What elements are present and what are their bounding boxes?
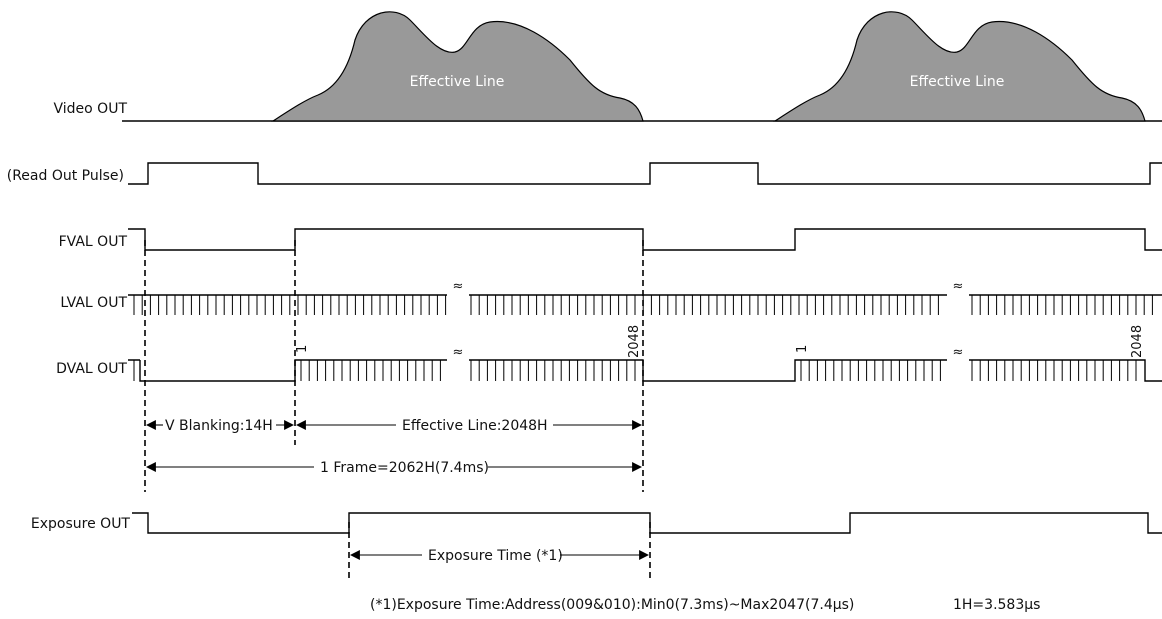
exposure-out-label: Exposure OUT [31, 516, 131, 532]
fval-out-label: FVAL OUT [59, 234, 128, 250]
line-first-marker-1: 1 [295, 345, 310, 353]
effective-line-annotation: Effective Line:2048H [402, 418, 548, 434]
lval-break-symbol-1: ≈ [453, 279, 464, 294]
dval-out-wave [128, 359, 1162, 382]
dval-segment [969, 359, 1162, 382]
dval-out-label: DVAL OUT [56, 361, 127, 377]
line-last-marker-1: 2048 [627, 325, 642, 358]
exposure-time-annotation: Exposure Time (*1) [428, 548, 563, 564]
video-out-label: Video OUT [54, 101, 128, 117]
exposure-out-wave [132, 512, 1162, 534]
video-hump-label-1: Effective Line [410, 74, 505, 90]
video-hump-2 [772, 11, 1146, 122]
dval-break-symbol-2: ≈ [953, 345, 964, 360]
video-hump-1 [270, 11, 644, 122]
lval-out-label: LVAL OUT [60, 295, 127, 311]
read-out-pulse-wave [128, 162, 1162, 185]
exposure-footnote: (*1)Exposure Time:Address(009&010):Min0(… [370, 597, 854, 613]
line-last-marker-2: 2048 [1130, 325, 1145, 358]
h-definition: 1H=3.583μs [953, 597, 1040, 613]
line-first-marker-2: 1 [795, 345, 810, 353]
dval-break-symbol-1: ≈ [453, 345, 464, 360]
frame-annotation: 1 Frame=2062H(7.4ms) [320, 460, 489, 476]
lval-out-wave [128, 294, 1162, 315]
fval-out-wave [128, 228, 1162, 251]
lval-break-symbol-2: ≈ [953, 279, 964, 294]
dval-segment [469, 359, 947, 382]
read-out-pulse-label: (Read Out Pulse) [7, 168, 124, 184]
v-blanking-annotation: V Blanking:14H [165, 418, 273, 434]
video-hump-label-2: Effective Line [910, 74, 1005, 90]
